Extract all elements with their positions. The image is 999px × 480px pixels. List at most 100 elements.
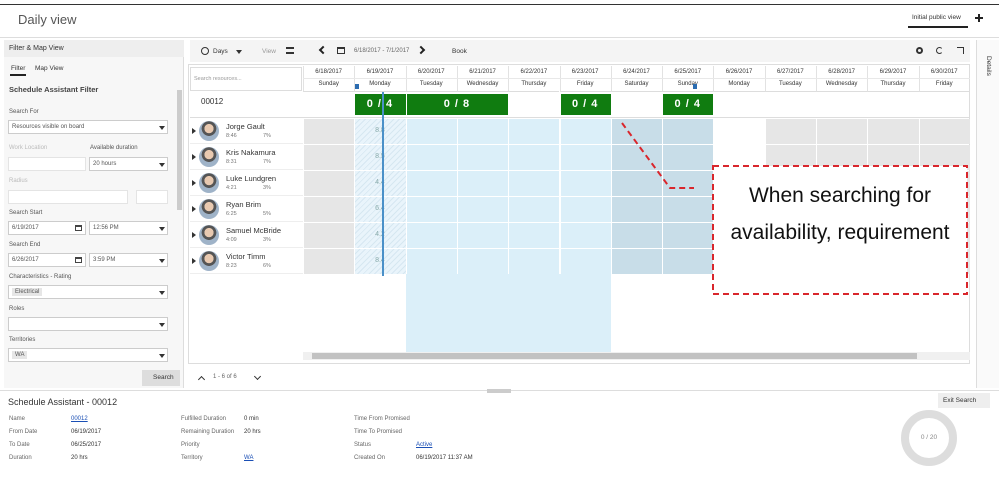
annotation-text: When searching for availability, require… xyxy=(730,184,950,244)
detail-label: Remaining Duration xyxy=(181,429,235,435)
detail-label: Time To Promised xyxy=(354,429,403,435)
day-label: Thursday xyxy=(521,81,547,87)
schedule-cell xyxy=(456,145,509,170)
requirement-badge[interactable] xyxy=(560,94,611,115)
dropdown-caret xyxy=(159,354,165,358)
input-box[interactable] xyxy=(89,157,168,171)
field-label: Roles xyxy=(9,306,25,312)
calendar-icon xyxy=(337,47,345,54)
schedule-cell xyxy=(662,145,714,170)
field-label: Search For xyxy=(9,109,39,115)
schedule-cell xyxy=(764,119,816,144)
input-box[interactable] xyxy=(8,317,168,331)
pager-up[interactable] xyxy=(197,375,206,384)
input-box[interactable] xyxy=(8,285,168,299)
view-button[interactable]: View xyxy=(262,48,276,55)
input-box[interactable] xyxy=(8,120,168,134)
expand-arrow[interactable] xyxy=(192,154,196,160)
input-box[interactable] xyxy=(8,253,86,267)
exit-label[interactable]: Exit Search xyxy=(943,397,977,404)
schedule-cell xyxy=(508,223,560,248)
schedule-cell xyxy=(303,145,355,170)
date-label: 6/19/2017 xyxy=(366,69,394,75)
expand-arrow[interactable] xyxy=(192,232,196,238)
tab-map[interactable]: Map View xyxy=(35,65,64,72)
input-box[interactable] xyxy=(89,253,168,267)
day-label: Sunday xyxy=(318,81,339,87)
days-button[interactable]: Days xyxy=(213,48,228,55)
top-border xyxy=(0,4,999,5)
details-tab[interactable]: Details xyxy=(985,56,992,76)
search-resources[interactable] xyxy=(190,67,302,91)
input-box[interactable] xyxy=(8,221,86,235)
resource-time: 6:25 xyxy=(226,211,237,217)
date-label: 6/24/2017 xyxy=(623,69,650,75)
resource-time: 4:21 xyxy=(226,185,237,191)
detail-value[interactable]: WA xyxy=(244,455,254,461)
clock-icon xyxy=(201,47,209,55)
input-value: Resources visible on board xyxy=(12,124,85,130)
avatar xyxy=(199,121,219,141)
schedule-cell xyxy=(456,171,509,196)
refresh-icon[interactable] xyxy=(936,47,943,54)
schedule-cell xyxy=(559,223,611,248)
resource-name[interactable]: Luke Lundgren xyxy=(226,174,277,183)
input-box[interactable] xyxy=(136,190,168,204)
expand-arrow[interactable] xyxy=(192,206,196,212)
pager-down[interactable] xyxy=(253,372,262,381)
day-label: Tuesday xyxy=(419,81,443,87)
h-scroll-thumb[interactable] xyxy=(312,353,917,359)
resource-percent: 6% xyxy=(263,263,271,269)
expand-arrow[interactable] xyxy=(192,258,196,264)
resource-name[interactable]: Ryan Brim xyxy=(226,200,262,209)
requirement-badge[interactable] xyxy=(355,94,406,115)
collapse-handle[interactable] xyxy=(487,389,511,393)
resource-name[interactable]: Kris Nakamura xyxy=(226,148,276,157)
avatar xyxy=(199,199,219,219)
detail-value[interactable]: Active xyxy=(416,442,433,448)
input-value: 20 hours xyxy=(93,161,117,167)
resource-name[interactable]: Samuel McBride xyxy=(226,226,282,235)
resource-row-line xyxy=(190,221,303,222)
schedule-cell xyxy=(303,171,355,196)
detail-value[interactable]: 00012 xyxy=(71,416,88,422)
expand-icon[interactable] xyxy=(957,47,964,54)
day-label: Wednesday xyxy=(825,81,858,87)
expand-arrow[interactable] xyxy=(192,128,196,134)
resource-percent: 3% xyxy=(263,185,271,191)
schedule-cell xyxy=(559,249,611,274)
book-button[interactable]: Book xyxy=(452,48,467,55)
resource-name[interactable]: Jorge Gault xyxy=(226,122,265,131)
input-box[interactable] xyxy=(8,190,128,204)
detail-value: 20 hrs xyxy=(71,455,88,461)
filter-header xyxy=(4,40,184,57)
tab-filter[interactable]: Filter xyxy=(11,65,26,72)
schedule-cell xyxy=(405,249,457,274)
schedule-cell xyxy=(405,145,457,170)
requirement-badge[interactable] xyxy=(406,94,509,115)
input-box[interactable] xyxy=(8,157,86,171)
date-label: 6/22/2017 xyxy=(520,69,548,75)
list-icon xyxy=(286,47,294,54)
search-button-label[interactable]: Search xyxy=(153,374,174,381)
header-divider xyxy=(0,37,999,38)
resource-time: 4:09 xyxy=(226,237,237,243)
input-box[interactable] xyxy=(89,221,168,235)
resource-percent: 3% xyxy=(263,237,271,243)
settings-icon[interactable] xyxy=(916,47,923,54)
schedule-cell xyxy=(303,223,355,248)
avatar xyxy=(199,173,219,193)
dropdown-caret xyxy=(159,163,165,167)
schedule-cell xyxy=(816,145,868,170)
expand-arrow[interactable] xyxy=(192,180,196,186)
requirement-badge[interactable] xyxy=(663,94,714,115)
detail-label: Time From Promised xyxy=(354,416,410,422)
donut xyxy=(901,410,957,466)
resource-name[interactable]: Victor Timm xyxy=(226,252,266,261)
time-marker xyxy=(355,84,359,89)
view-button[interactable]: Initial public view xyxy=(912,14,961,21)
search-button[interactable] xyxy=(142,370,180,386)
panel-scroll xyxy=(177,90,182,210)
input-box[interactable] xyxy=(8,348,168,362)
exit-button[interactable] xyxy=(938,393,990,408)
